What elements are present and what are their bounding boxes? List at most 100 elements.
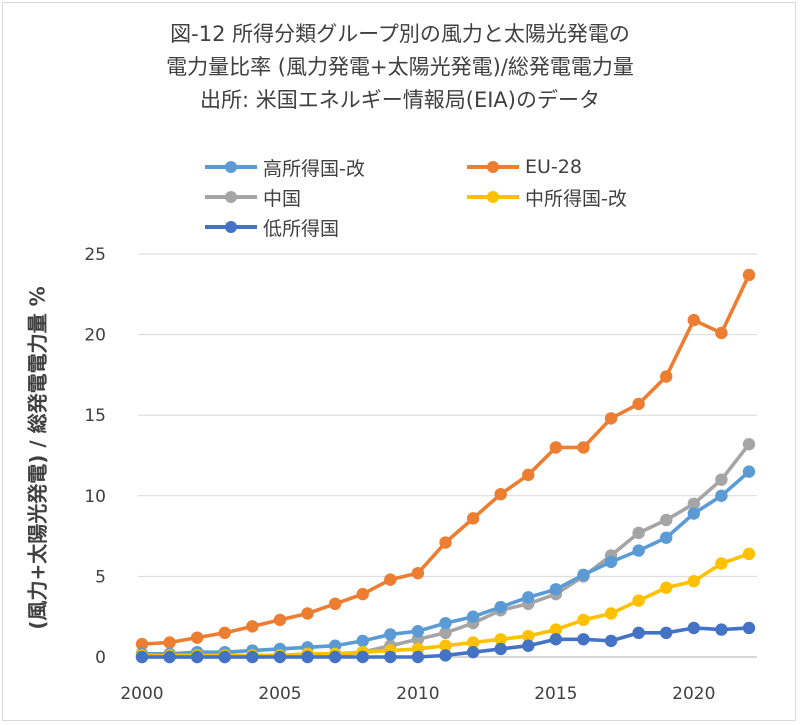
data-point-1-2010 (411, 566, 425, 580)
title-line-3-source: 出所: 米国エネルギー情報局(EIA)のデータ (200, 88, 600, 112)
data-point-1-2002 (190, 631, 204, 644)
data-point-4-2005 (273, 650, 287, 664)
data-point-4-2013 (494, 642, 507, 656)
x-tick-label-2000: 2000 (120, 684, 163, 704)
legend-label-low-income: 低所得国 (263, 217, 340, 240)
data-point-2-2011 (439, 626, 452, 640)
x-tick-label-2020: 2020 (672, 684, 715, 704)
data-point-0-2012 (466, 610, 480, 623)
data-point-3-2015 (549, 623, 563, 636)
data-point-1-2013 (494, 487, 507, 501)
series-1 (135, 268, 756, 651)
legend-marker-low-income (205, 221, 257, 233)
data-point-0-2015 (549, 583, 563, 596)
title-line-1: 図-12 所得分類グループ別の風力と太陽光発電の (170, 22, 630, 46)
y-tick-label-10: 10 (84, 487, 106, 507)
legend-label-eu28: EU-28 (525, 156, 582, 178)
x-tick-label-2005: 2005 (258, 684, 301, 704)
data-point-3-2020 (687, 575, 701, 588)
data-point-4-2008 (356, 650, 369, 664)
data-point-0-2009 (384, 628, 397, 641)
gridlines (138, 253, 757, 658)
data-point-1-2015 (549, 441, 563, 454)
data-point-0-2014 (522, 591, 535, 604)
data-point-1-2017 (604, 412, 618, 425)
data-point-4-2007 (328, 650, 342, 664)
data-point-1-2020 (687, 313, 701, 327)
series-4 (135, 621, 756, 664)
series-group (135, 268, 756, 664)
y-tick-label-15: 15 (84, 406, 106, 426)
data-point-4-2012 (466, 645, 480, 659)
data-point-3-2021 (715, 557, 728, 570)
data-point-0-2010 (411, 625, 425, 638)
legend-label-high-income: 高所得国-改 (263, 157, 365, 180)
y-tick-label-25: 25 (84, 245, 106, 265)
data-point-4-2019 (660, 626, 673, 640)
data-point-1-2014 (522, 468, 535, 482)
data-point-2-2022 (742, 438, 756, 451)
data-point-0-2013 (494, 600, 507, 614)
data-point-3-2016 (577, 613, 590, 627)
data-point-4-2016 (577, 633, 590, 646)
data-point-0-2018 (632, 544, 645, 557)
data-point-4-2002 (190, 650, 204, 664)
legend-label-china: 中国 (263, 187, 302, 210)
data-point-2-2021 (715, 473, 728, 486)
data-point-3-2014 (522, 629, 535, 643)
data-point-4-2022 (742, 621, 756, 635)
data-point-4-2018 (632, 626, 645, 640)
data-point-2-2020 (687, 497, 701, 511)
data-point-4-2009 (384, 650, 397, 664)
data-point-1-2007 (328, 597, 342, 611)
legend-item-high-income: 高所得国-改 (205, 152, 365, 182)
x-tick-label-2010: 2010 (396, 684, 439, 704)
y-tick-label-0: 0 (95, 648, 106, 668)
data-point-0-2020 (687, 507, 701, 520)
data-point-4-2004 (246, 650, 259, 664)
data-point-1-2022 (742, 268, 756, 282)
data-point-4-2003 (218, 650, 231, 664)
x-axis-ticks: 2000 2005 2010 2015 2020 (120, 684, 715, 704)
data-point-3-2019 (660, 581, 673, 594)
data-point-0-2021 (715, 489, 728, 502)
data-point-3-2013 (494, 633, 507, 646)
data-point-0-2019 (660, 531, 673, 544)
legend-marker-high-income (205, 161, 257, 173)
legend-item-eu28: EU-28 (467, 152, 582, 182)
data-point-4-2006 (301, 650, 314, 664)
data-point-4-2000 (135, 650, 149, 664)
data-point-3-2011 (439, 639, 452, 652)
data-point-4-2014 (522, 639, 535, 652)
data-point-4-2010 (411, 650, 425, 664)
data-point-4-2017 (604, 634, 618, 648)
data-point-1-2019 (660, 370, 673, 383)
legend-item-china: 中国 (205, 182, 301, 212)
data-point-4-2011 (439, 649, 452, 662)
legend-item-low-income: 低所得国 (205, 212, 339, 242)
data-point-1-2003 (218, 626, 231, 640)
y-tick-label-20: 20 (84, 326, 106, 346)
data-point-4-2021 (715, 623, 728, 636)
chart-title: 図-12 所得分類グループ別の風力と太陽光発電の 電力量比率 (風力発電+太陽光… (0, 18, 800, 117)
data-point-2-2018 (632, 526, 645, 540)
y-tick-label-5: 5 (95, 567, 106, 587)
legend-label-middle-income: 中所得国-改 (525, 187, 627, 210)
title-line-2: 電力量比率 (風力発電+太陽光発電)/総発電電力量 (166, 55, 634, 79)
data-point-1-2006 (301, 607, 314, 620)
data-point-1-2012 (466, 512, 480, 525)
data-point-1-2016 (577, 441, 590, 454)
data-point-4-2020 (687, 621, 701, 635)
data-point-1-2011 (439, 536, 452, 549)
legend-item-middle-income: 中所得国-改 (467, 182, 627, 212)
data-point-3-2018 (632, 594, 645, 607)
data-point-3-2017 (604, 607, 618, 620)
legend-marker-china (205, 191, 257, 203)
data-point-1-2001 (163, 636, 176, 649)
data-point-4-2015 (549, 633, 563, 646)
data-point-4-2001 (163, 650, 176, 664)
legend-marker-middle-income (467, 191, 519, 203)
chart-legend: 高所得国-改 EU-28 中国 中所得国-改 低所得国 (205, 152, 675, 242)
